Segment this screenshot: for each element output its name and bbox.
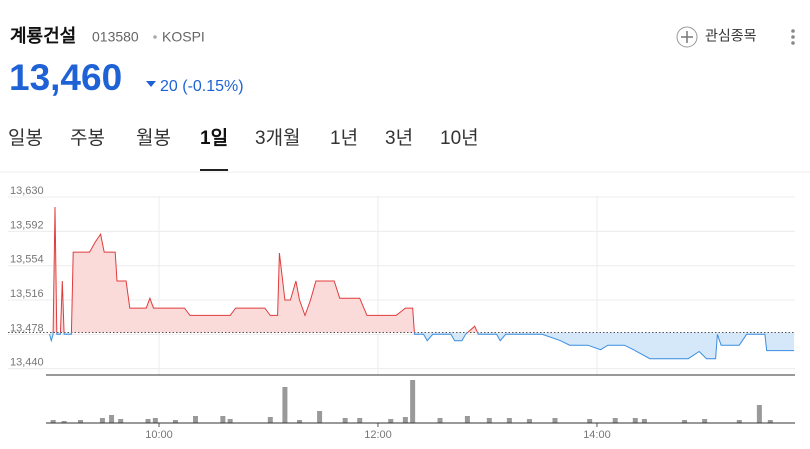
volume-bar: [756, 405, 762, 423]
more-menu[interactable]: [791, 29, 795, 45]
volume-bar: [282, 387, 288, 423]
volume-bar: [410, 380, 416, 423]
change-pct: (-0.15%): [182, 78, 243, 95]
watch-label: 관심종목: [705, 28, 757, 44]
volume-bar: [357, 418, 363, 423]
volume-bar: [152, 418, 158, 423]
volume-bar: [612, 418, 618, 423]
chart: 13,440 13,478 13,516 13,554 13,592 13,630 10:0…: [8, 185, 795, 441]
volume-bar: [506, 418, 512, 423]
y-tick-label: 13,516: [10, 288, 44, 300]
volume-bar: [118, 419, 124, 423]
price-line: [49, 206, 795, 360]
separator-dot: [153, 35, 157, 39]
volume-bar: [767, 420, 773, 423]
x-tick-label: 12:00: [364, 429, 392, 441]
volume-bar: [486, 418, 492, 423]
volume-bar: [702, 419, 708, 423]
volume-bar: [402, 417, 408, 423]
price: 13,460: [9, 57, 122, 98]
volume-bar: [342, 418, 348, 423]
plus-icon: [676, 26, 698, 48]
volume-bar: [297, 420, 303, 423]
volume-bar: [641, 419, 647, 423]
volume-bar: [145, 419, 151, 423]
volume-bar: [227, 419, 233, 423]
tab[interactable]: 1년: [330, 127, 358, 149]
volume-bar: [172, 420, 178, 423]
price-area: [49, 207, 795, 359]
tab[interactable]: 10년: [440, 127, 479, 149]
volume-bar: [587, 419, 593, 423]
volume-bar: [317, 411, 323, 423]
tab[interactable]: 월봉: [136, 127, 171, 149]
x-tick-label: 10:00: [145, 429, 173, 441]
volume-bar: [552, 418, 558, 423]
plus-sign: [681, 31, 693, 43]
volume-bar: [78, 420, 84, 423]
change-value: 20: [160, 78, 178, 95]
market: KOSPI: [162, 29, 205, 45]
volume-bar: [61, 421, 67, 423]
tab[interactable]: 일봉: [8, 127, 43, 149]
volume-bar: [736, 420, 742, 423]
stock-name: 계룡건설: [10, 26, 76, 46]
y-tick-label: 13,554: [10, 254, 44, 266]
volume-bar: [220, 416, 226, 423]
volume-bar: [388, 419, 394, 423]
y-tick-label: 13,630: [10, 185, 44, 197]
down-arrow: [146, 81, 156, 87]
volume-bar: [192, 416, 198, 423]
tab[interactable]: 주봉: [70, 128, 105, 149]
volume-bar: [267, 417, 273, 423]
volume-bar: [632, 418, 638, 423]
tab[interactable]: 1일: [200, 127, 228, 149]
volume-bar: [50, 420, 56, 423]
y-tick-label: 13,440: [10, 357, 44, 369]
watch-button[interactable]: 관심종목: [676, 26, 757, 48]
volume-bar: [437, 418, 443, 423]
tab[interactable]: 3개월: [255, 127, 301, 149]
stock-code: 013580: [92, 29, 139, 45]
volume-bar: [526, 419, 532, 423]
change: 20 (-0.15%): [160, 78, 244, 95]
volume-bar: [682, 420, 688, 423]
tab[interactable]: 3년: [385, 127, 413, 149]
x-tick-label: 14:00: [583, 429, 611, 441]
y-tick-label: 13,592: [10, 219, 44, 231]
volume-bar: [99, 418, 105, 423]
y-tick-label: 13,478: [10, 322, 44, 334]
volume-bar: [109, 415, 115, 423]
tabs: 일봉 주봉 월봉 1일 3개월 1년 3년 10년: [8, 127, 479, 171]
volume-bar: [464, 416, 470, 423]
